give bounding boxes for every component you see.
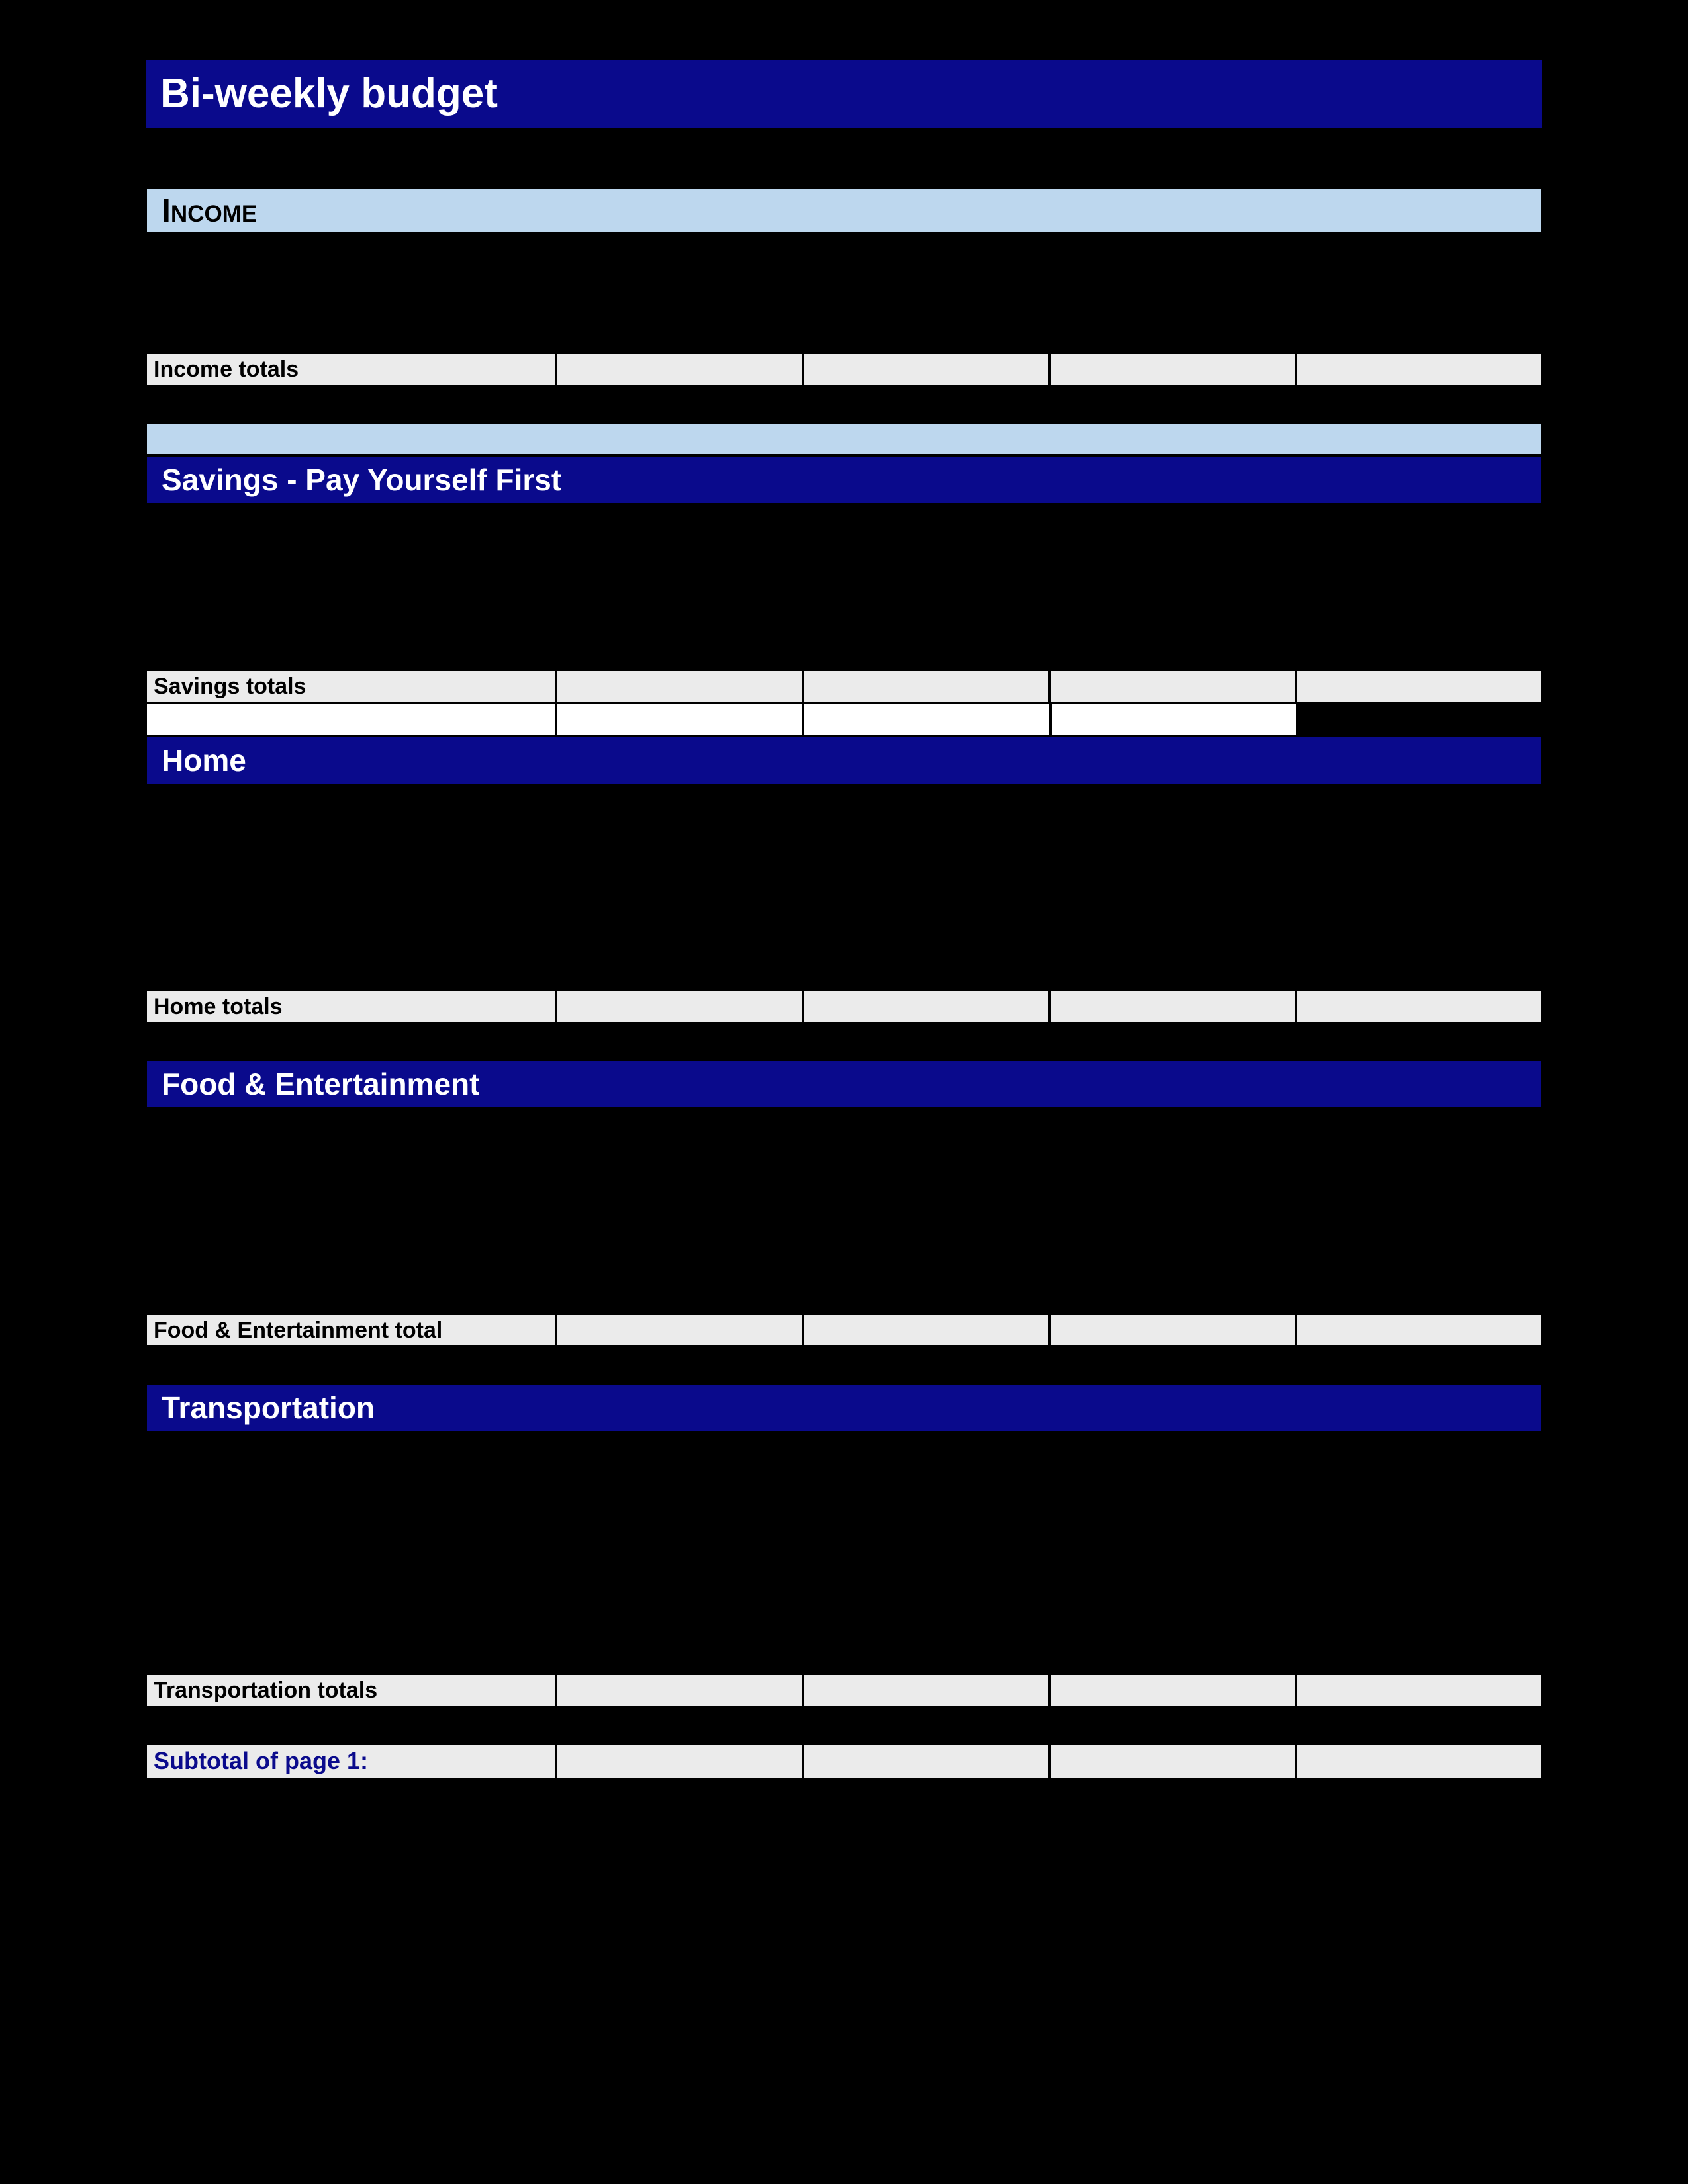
savings-split-label [146, 703, 556, 736]
section-header-savings: Savings - Pay Yourself First [146, 455, 1542, 504]
food-totals-col-4 [1296, 1314, 1543, 1347]
savings-totals-row: Savings totals [146, 670, 1542, 703]
food-body-space [146, 1109, 1542, 1314]
savings-totals-label: Savings totals [146, 670, 556, 703]
income-totals-row: Income totals [146, 353, 1542, 386]
subtotal-col-2 [803, 1743, 1050, 1779]
food-totals-col-1 [556, 1314, 803, 1347]
savings-totals-col-4 [1296, 670, 1543, 703]
section-header-food: Food & Entertainment [146, 1060, 1542, 1109]
income-totals-col-1 [556, 353, 803, 386]
section-header-income: Income [146, 187, 1542, 234]
food-totals-col-3 [1049, 1314, 1296, 1347]
transportation-body-space [146, 1432, 1542, 1674]
savings-split-col-2 [803, 703, 1050, 736]
income-totals-col-4 [1296, 353, 1543, 386]
home-totals-col-2 [803, 990, 1050, 1023]
home-totals-col-3 [1049, 990, 1296, 1023]
savings-split-col-4-black [1297, 703, 1542, 736]
savings-split-col-3 [1051, 703, 1297, 736]
income-body-space [146, 234, 1542, 353]
transportation-totals-col-4 [1296, 1674, 1543, 1707]
food-totals-col-2 [803, 1314, 1050, 1347]
gap [146, 1347, 1542, 1383]
transportation-totals-label: Transportation totals [146, 1674, 556, 1707]
transportation-totals-col-1 [556, 1674, 803, 1707]
gap [146, 386, 1542, 422]
pre-savings-light-bar [146, 422, 1542, 455]
subtotal-label: Subtotal of page 1: [146, 1743, 556, 1779]
savings-body-space [146, 504, 1542, 670]
subtotal-col-4 [1296, 1743, 1543, 1779]
home-totals-label: Home totals [146, 990, 556, 1023]
gap [146, 1707, 1542, 1743]
savings-totals-col-1 [556, 670, 803, 703]
savings-split-col-1 [556, 703, 803, 736]
income-totals-col-3 [1049, 353, 1296, 386]
home-totals-col-4 [1296, 990, 1543, 1023]
gap [146, 1023, 1542, 1060]
transportation-totals-row: Transportation totals [146, 1674, 1542, 1707]
page-title: Bi-weekly budget [146, 60, 1542, 128]
subtotal-col-3 [1049, 1743, 1296, 1779]
subtotal-col-1 [556, 1743, 803, 1779]
savings-split-row [146, 703, 1542, 736]
transportation-totals-col-2 [803, 1674, 1050, 1707]
income-totals-label: Income totals [146, 353, 556, 386]
subtotal-row: Subtotal of page 1: [146, 1743, 1542, 1779]
savings-totals-col-2 [803, 670, 1050, 703]
section-header-transportation: Transportation [146, 1383, 1542, 1432]
home-body-space [146, 785, 1542, 990]
income-totals-col-2 [803, 353, 1050, 386]
savings-totals-col-3 [1049, 670, 1296, 703]
food-totals-label: Food & Entertainment total [146, 1314, 556, 1347]
section-header-home: Home [146, 736, 1542, 785]
transportation-totals-col-3 [1049, 1674, 1296, 1707]
home-totals-col-1 [556, 990, 803, 1023]
home-totals-row: Home totals [146, 990, 1542, 1023]
food-totals-row: Food & Entertainment total [146, 1314, 1542, 1347]
